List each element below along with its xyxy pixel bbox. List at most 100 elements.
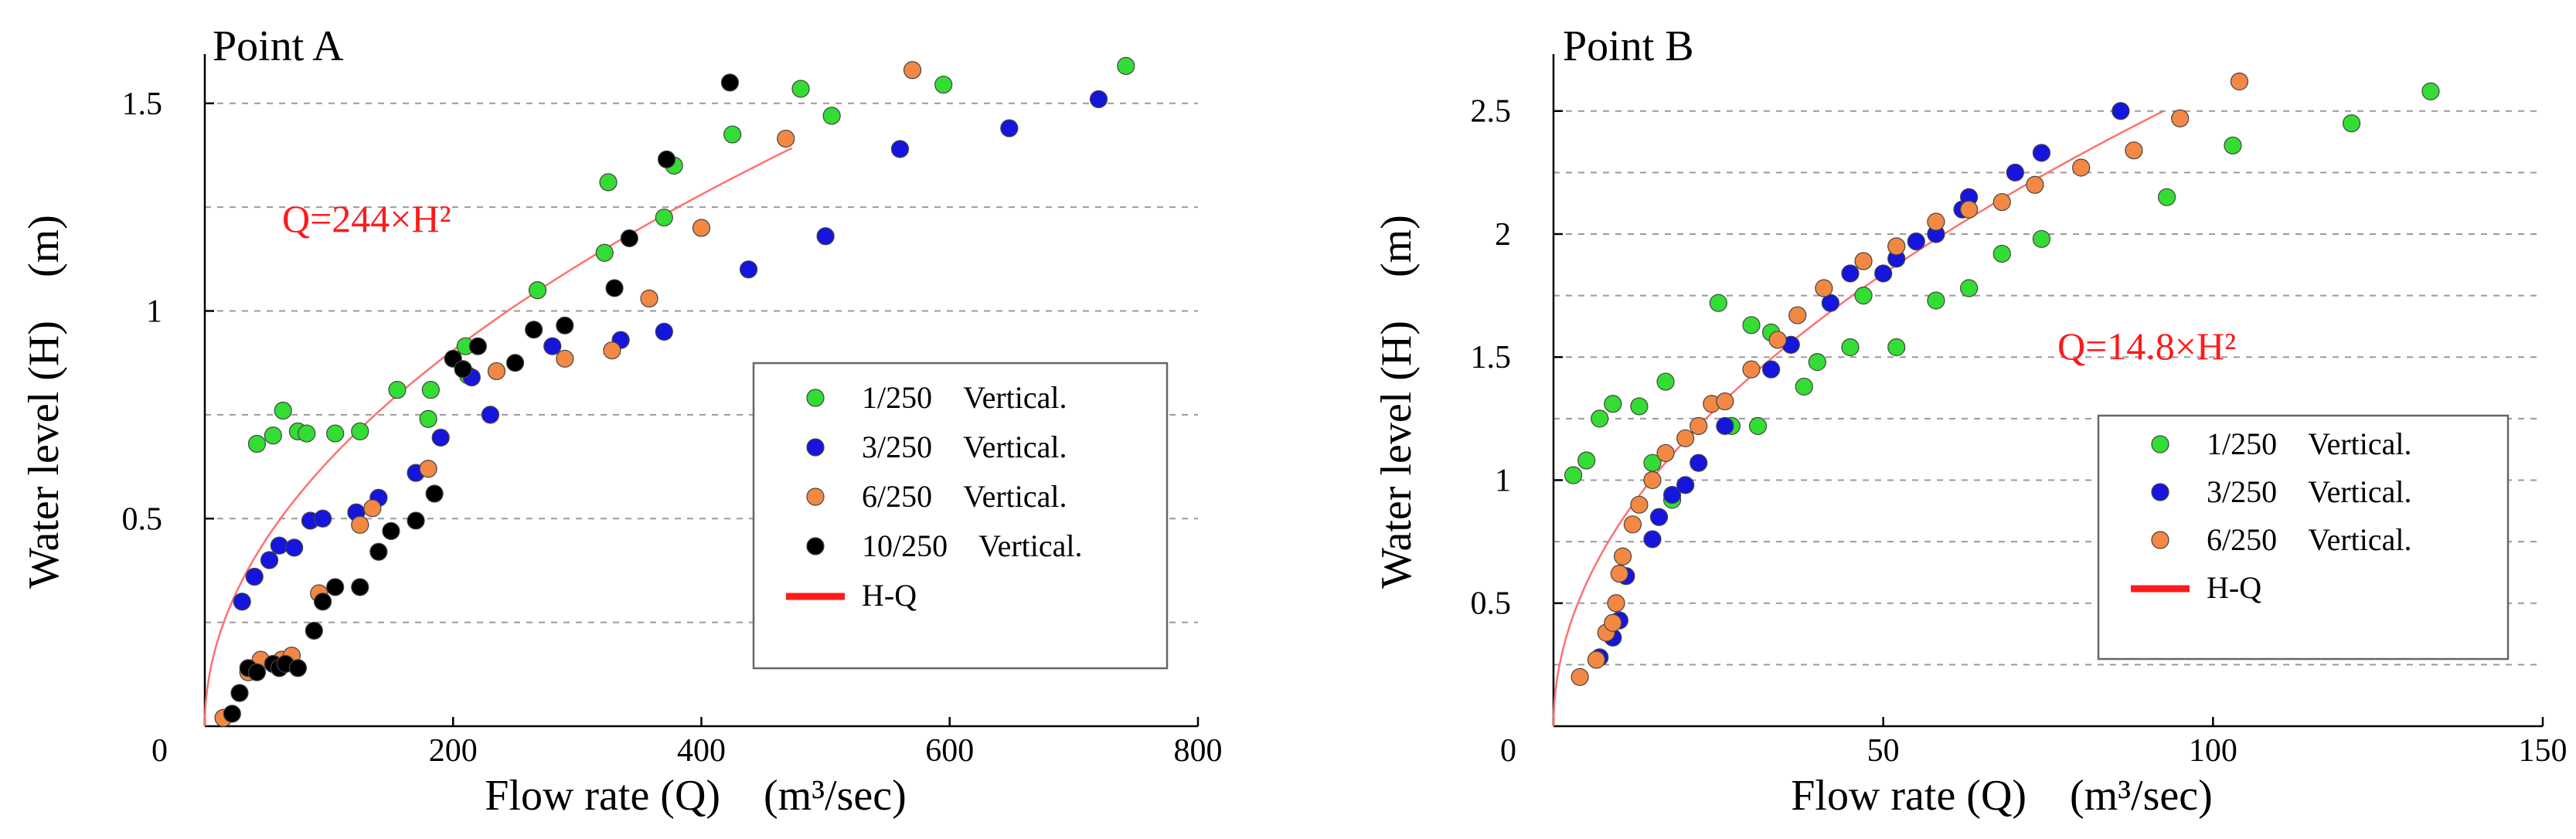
legend-label-b-1: 3/250 Vertical. xyxy=(2207,474,2412,509)
point-a-s3-15 xyxy=(425,484,444,503)
legend-marker-a-1 xyxy=(806,438,825,457)
point-a-s2-10 xyxy=(487,362,506,381)
point-a-s2-12 xyxy=(603,341,621,360)
y-tick-label-b: 1.5 xyxy=(1471,340,1512,375)
point-b-s1-7 xyxy=(1676,476,1695,494)
legend-label-a-3: 10/250 Vertical. xyxy=(862,528,1083,563)
x-tick-label-a: 800 xyxy=(1174,733,1223,769)
point-a-s3-22 xyxy=(605,279,624,297)
legend-label-a-0: 1/250 Vertical. xyxy=(862,380,1067,415)
point-b-s2-11 xyxy=(1676,429,1695,447)
point-a-s1-1 xyxy=(245,567,264,586)
point-b-s1-8 xyxy=(1690,453,1708,472)
legend-label-b-2: 6/250 Vertical. xyxy=(2207,522,2412,557)
point-a-s0-19 xyxy=(822,107,841,125)
point-a-s3-17 xyxy=(454,360,472,379)
point-b-s1-6 xyxy=(1663,485,1682,504)
point-b-s2-23 xyxy=(1992,192,2011,212)
point-b-s1-9 xyxy=(1716,416,1734,436)
point-a-s0-5 xyxy=(326,424,345,443)
point-b-s2-5 xyxy=(1610,564,1628,583)
point-a-s1-10 xyxy=(431,428,450,447)
point-b-s0-21 xyxy=(1992,244,2011,263)
point-b-s0-19 xyxy=(1927,291,1945,310)
point-b-s2-8 xyxy=(1630,495,1649,514)
point-a-s3-24 xyxy=(657,150,676,168)
point-b-s1-22 xyxy=(2112,102,2130,121)
point-a-s1-18 xyxy=(890,140,910,158)
point-b-s2-3 xyxy=(1604,613,1622,632)
point-b-s0-20 xyxy=(1960,279,1979,297)
point-a-s3-20 xyxy=(525,321,543,339)
point-a-s1-3 xyxy=(270,536,288,555)
y-tick-label-b: 1 xyxy=(1495,463,1511,498)
point-b-s2-26 xyxy=(2125,141,2143,160)
point-a-s3-14 xyxy=(407,511,425,530)
legend-marker-a-3 xyxy=(806,537,825,555)
point-b-s2-12 xyxy=(1690,416,1708,436)
point-b-s1-20 xyxy=(2006,163,2024,182)
x-tick-label-a: 200 xyxy=(429,733,478,769)
x-tick-label-b: 150 xyxy=(2519,733,2567,769)
legend-marker-b-0 xyxy=(2151,435,2169,453)
point-b-s2-18 xyxy=(1815,279,1833,297)
legend-marker-a-0 xyxy=(806,389,825,407)
point-a-s0-6 xyxy=(351,422,369,440)
point-a-s3-13 xyxy=(382,521,400,540)
point-b-s0-16 xyxy=(1841,338,1860,357)
y-tick-label-b: 2.5 xyxy=(1471,94,1512,130)
point-a-s3-0 xyxy=(223,705,241,723)
point-b-s0-26 xyxy=(2421,82,2440,100)
point-b-s0-22 xyxy=(2032,229,2051,248)
y-tick-label-b: 0.5 xyxy=(1471,586,1512,622)
point-a-s0-7 xyxy=(388,381,407,399)
point-b-s0-2 xyxy=(1591,409,1609,428)
point-a-s1-13 xyxy=(543,337,562,355)
point-b-s2-19 xyxy=(1854,252,1873,270)
point-a-s1-4 xyxy=(285,538,304,557)
hq-curve-b xyxy=(1552,110,2164,727)
point-b-s1-12 xyxy=(1821,294,1839,312)
point-b-s0-8 xyxy=(1709,294,1727,312)
y-tick-label-a: 0.5 xyxy=(122,501,163,537)
point-a-s0-12 xyxy=(528,281,547,300)
point-b-s2-21 xyxy=(1927,212,1945,231)
y-tick-label-a: 1.5 xyxy=(122,87,163,122)
point-b-s1-4 xyxy=(1643,530,1662,549)
y-axis-label-b: Water level (H) (m) xyxy=(1373,215,1421,589)
point-a-s1-12 xyxy=(481,406,500,424)
point-a-s3-19 xyxy=(505,354,525,372)
chart-point-b: 50 100 150 0 0.5 1 1.5 2 2.5 Point B Flow rate (Q)… xyxy=(1373,22,2567,820)
origin-label-a: 0 xyxy=(151,733,168,769)
point-a-s0-13 xyxy=(595,243,614,262)
y-axis-label-a: Water level (H) (m) xyxy=(20,215,68,589)
point-a-s3-3 xyxy=(247,663,267,681)
point-b-s0-17 xyxy=(1854,286,1873,305)
point-a-s0-15 xyxy=(655,208,673,227)
point-b-s0-18 xyxy=(1887,338,1906,357)
point-b-s1-21 xyxy=(2032,144,2051,162)
point-b-s2-25 xyxy=(2072,158,2091,177)
point-b-s2-27 xyxy=(2171,109,2190,127)
point-b-s0-14 xyxy=(1795,377,1813,396)
point-b-s2-14 xyxy=(1716,392,1734,411)
legend-marker-a-2 xyxy=(806,487,825,506)
equation-label-b: Q=14.8×H² xyxy=(2057,324,2236,368)
point-b-s0-10 xyxy=(1742,316,1761,335)
point-a-s3-11 xyxy=(351,578,369,596)
point-b-s0-6 xyxy=(1656,372,1675,391)
point-a-s3-21 xyxy=(556,316,574,335)
point-a-s2-7 xyxy=(351,515,369,534)
point-b-s1-10 xyxy=(1762,360,1781,379)
point-a-s3-1 xyxy=(230,684,249,702)
x-tick-label-b: 100 xyxy=(2189,733,2237,769)
legend-marker-b-2 xyxy=(2151,531,2169,549)
point-b-s0-3 xyxy=(1604,395,1622,413)
legend-box-a xyxy=(752,362,1169,670)
point-b-s2-4 xyxy=(1607,594,1625,613)
point-a-s2-8 xyxy=(363,499,382,518)
point-a-s2-13 xyxy=(640,289,658,307)
equation-label-a: Q=244×H² xyxy=(282,197,451,240)
legend-label-hq-a: H-Q xyxy=(862,578,917,613)
point-a-s0-0 xyxy=(247,434,267,453)
